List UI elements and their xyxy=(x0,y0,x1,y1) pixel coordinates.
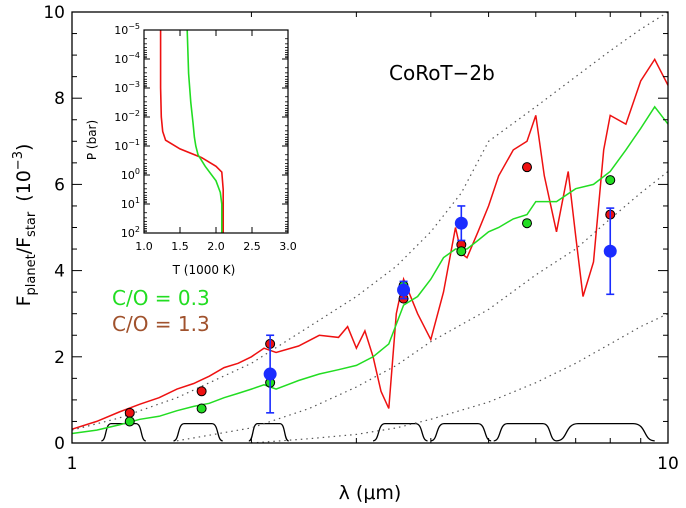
x-axis-label: λ (μm) xyxy=(339,482,402,504)
series-line-0 xyxy=(71,57,669,430)
y-label-close: ) xyxy=(13,144,35,151)
inset-y-tick-base: 10 xyxy=(114,140,128,153)
x-tick-label-1: 10 xyxy=(657,454,679,474)
inset-x-tick-label-1: 1.5 xyxy=(171,240,189,253)
inset-y-tick-label-6: 101 xyxy=(121,196,140,211)
model-point-12 xyxy=(605,175,616,186)
inset-y-tick-label-3: 10−2 xyxy=(114,109,140,124)
filter-curve-0 xyxy=(101,422,147,442)
model-point-2 xyxy=(196,386,207,397)
model-point-10 xyxy=(522,162,533,173)
model-point-9 xyxy=(456,246,467,257)
inset-y-axis-label: P (bar) xyxy=(85,120,99,160)
inset-y-tick-label-7: 102 xyxy=(121,225,140,240)
inset-y-tick-exp: 1 xyxy=(135,196,140,205)
filter-curve-4 xyxy=(430,422,492,442)
inset-y-tick-base: 10 xyxy=(121,227,135,240)
y-label-sub1: planet xyxy=(24,254,39,295)
inset-y-tick-label-4: 10−1 xyxy=(114,138,140,153)
inset-y-tick-label-2: 10−3 xyxy=(114,80,140,95)
inset-plot: 1.0 1.5 2.0 2.5 3.010−510−410−310−210−110010… xyxy=(114,22,297,253)
y-tick-label-2: 4 xyxy=(54,262,65,282)
inset-y-tick-base: 10 xyxy=(114,24,128,37)
y-tick-label-3: 6 xyxy=(54,175,65,195)
filter-curve-1 xyxy=(173,422,223,442)
series-line-2 xyxy=(71,11,669,431)
inset-background xyxy=(144,30,288,233)
y-tick-label-4: 8 xyxy=(54,89,65,109)
filter-curve-6 xyxy=(556,422,655,442)
obs-point-3 xyxy=(603,244,617,258)
inset-y-tick-base: 10 xyxy=(121,169,135,182)
inset-y-tick-exp: −2 xyxy=(128,109,140,118)
obs-point-0 xyxy=(263,367,277,381)
inset-series-line-1 xyxy=(186,29,223,233)
model-point-11 xyxy=(522,218,533,229)
y-tick-label-0: 0 xyxy=(54,434,65,454)
inset-y-tick-base: 10 xyxy=(114,111,128,124)
inset-y-tick-label-1: 10−4 xyxy=(114,51,140,66)
model-point-0 xyxy=(124,407,135,418)
inset-x-tick-label-4: 3.0 xyxy=(279,240,297,253)
inset-y-tick-label-5: 100 xyxy=(121,167,140,182)
inset-y-tick-exp: −3 xyxy=(128,80,140,89)
filter-curve-2 xyxy=(248,422,289,442)
inset-y-tick-exp: 0 xyxy=(135,167,140,176)
legend-entry-green: C/O = 0.3 xyxy=(112,286,210,310)
inset-series-line-0 xyxy=(159,30,224,233)
inset-x-tick-label-2: 2.0 xyxy=(207,240,225,253)
y-label-unit: (10 xyxy=(13,170,35,202)
inset-x-axis-label: T (1000 K) xyxy=(172,263,236,277)
inset-y-tick-label-0: 10−5 xyxy=(114,22,140,37)
inset-x-tick-label-3: 2.5 xyxy=(243,240,261,253)
planet-annotation: CoRoT−2b xyxy=(389,61,495,85)
inset-y-tick-base: 10 xyxy=(114,53,128,66)
y-label-sub2: star xyxy=(24,211,39,237)
filter-curve-5 xyxy=(493,422,557,442)
x-tick-label-0: 1 xyxy=(67,454,78,474)
inset-y-tick-exp: −1 xyxy=(128,138,140,147)
y-label-exp: −3 xyxy=(11,151,26,170)
legend-entry-brown: C/O = 1.3 xyxy=(112,312,210,336)
obs-point-1 xyxy=(397,283,411,297)
y-axis-label: Fplanet/Fstar (10−3) xyxy=(11,144,39,307)
inset-y-tick-exp: 2 xyxy=(135,225,140,234)
inset-y-tick-base: 10 xyxy=(121,198,135,211)
inset-y-tick-exp: −4 xyxy=(128,51,140,60)
series-line-3 xyxy=(176,171,669,442)
inset-y-tick-base: 10 xyxy=(114,82,128,95)
model-point-1 xyxy=(124,416,135,427)
filter-curve-3 xyxy=(372,422,428,442)
y-label-main: F xyxy=(13,295,35,306)
y-label-slash: /F xyxy=(13,237,35,254)
inset-x-tick-label-0: 1.0 xyxy=(135,240,153,253)
y-tick-label-5: 10 xyxy=(43,3,65,23)
inset-y-tick-exp: −5 xyxy=(128,22,140,31)
y-tick-label-1: 2 xyxy=(54,348,65,368)
obs-point-2 xyxy=(454,216,468,230)
model-point-3 xyxy=(196,403,207,414)
